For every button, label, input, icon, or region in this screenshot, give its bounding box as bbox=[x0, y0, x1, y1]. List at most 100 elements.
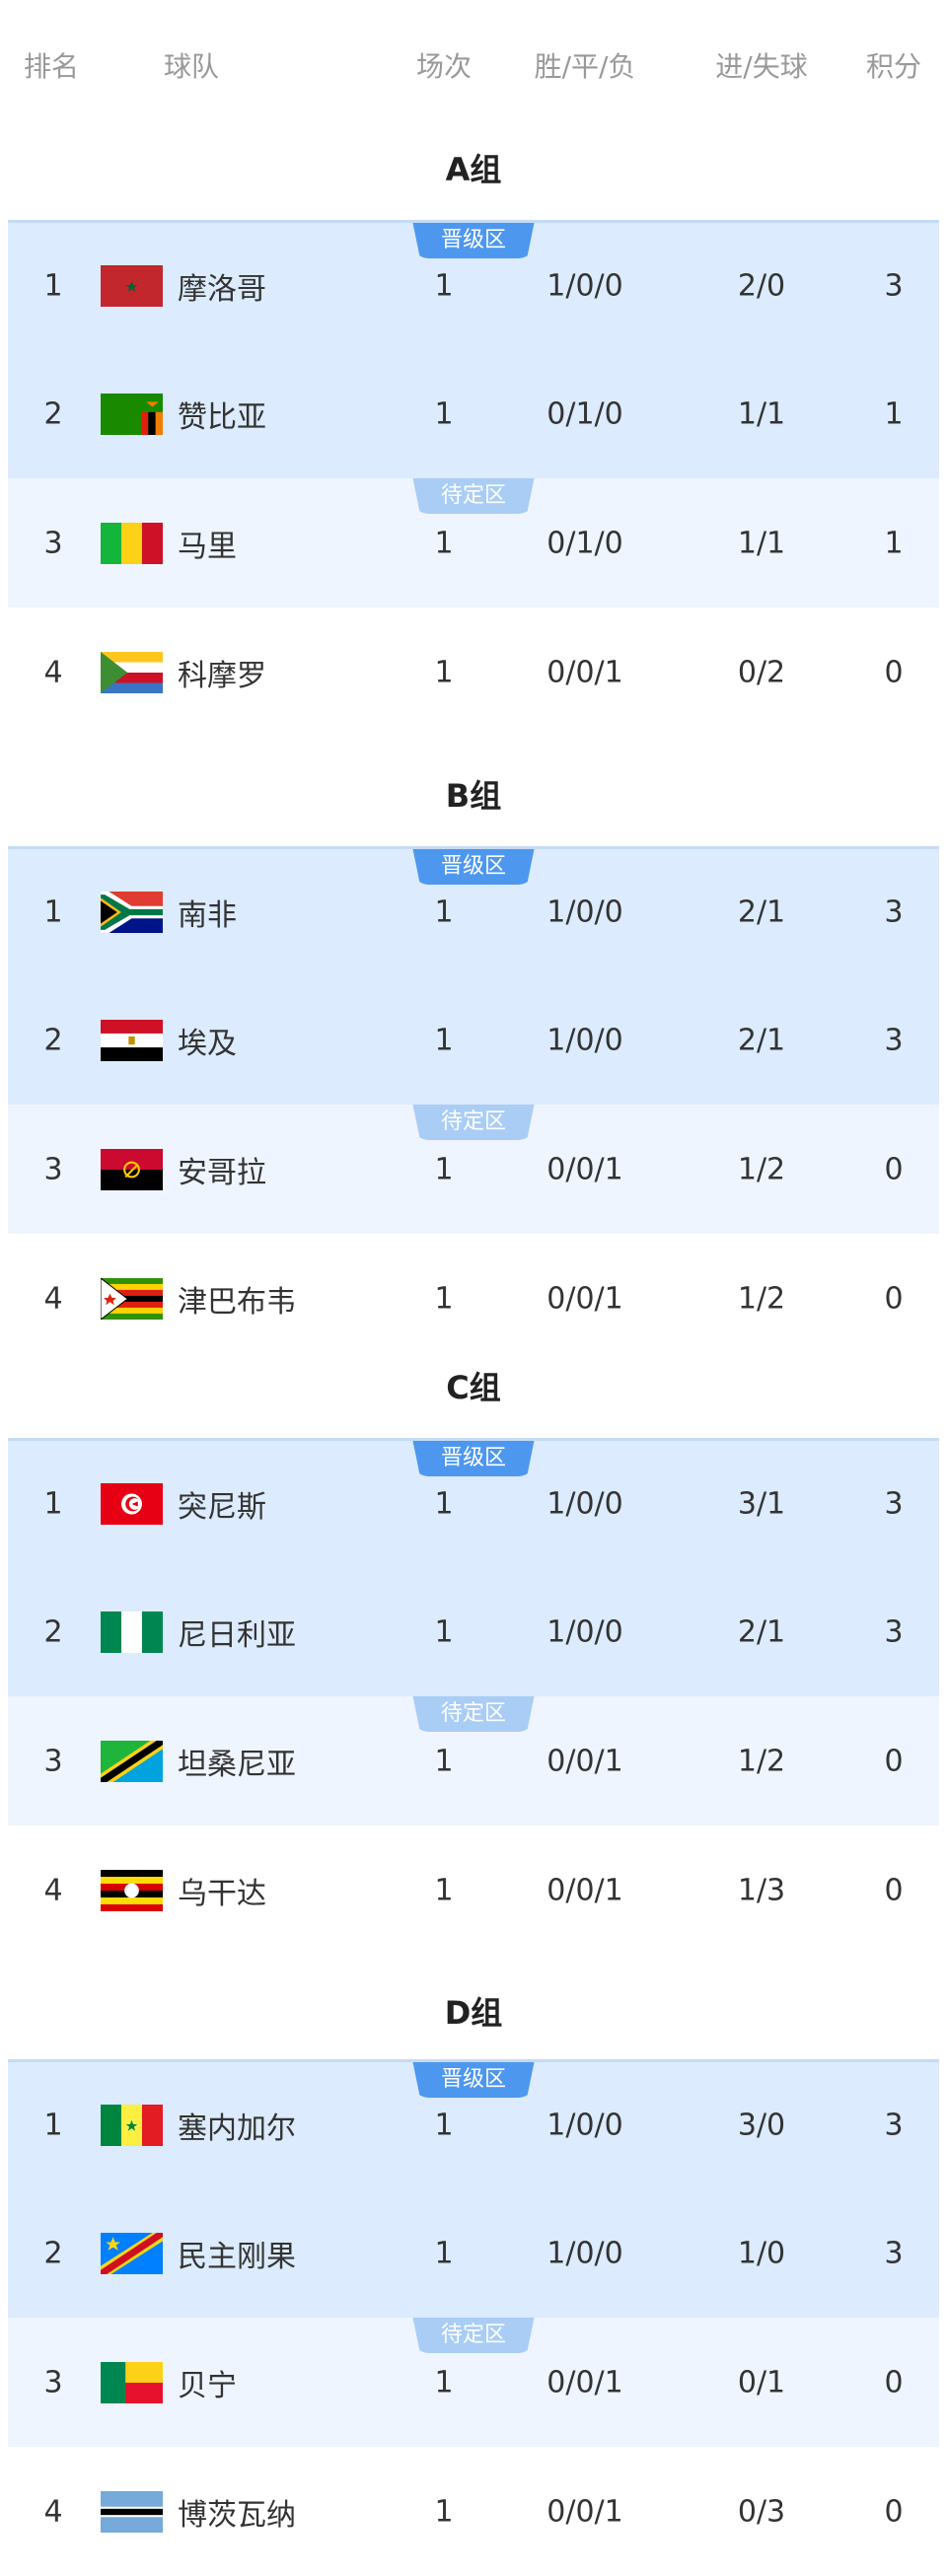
team-name[interactable]: 马里 bbox=[178, 529, 237, 564]
table-row[interactable]: 2 赞比亚 1 0/1/0 1/1 1 bbox=[8, 349, 939, 478]
played: 1 bbox=[434, 268, 454, 304]
group-table: 晋级区 1 塞内加尔 1 1/0/0 3/0 3 2 民主刚果 1 1/0/0 1/0 3 待定区 3 贝宁 1… bbox=[8, 2059, 939, 2576]
goals: 1/1 bbox=[737, 526, 786, 560]
benin-flag-icon bbox=[101, 2361, 163, 2403]
points: 1 bbox=[884, 526, 904, 560]
goals: 1/2 bbox=[737, 1152, 786, 1186]
table-row[interactable]: 4 乌干达 1 0/0/1 1/3 0 bbox=[8, 1825, 939, 1955]
table-row[interactable]: 4 科摩罗 1 0/0/1 0/2 0 bbox=[8, 608, 939, 737]
goals: 1/2 bbox=[737, 1281, 786, 1316]
points: 0 bbox=[884, 1873, 904, 1907]
wdl: 1/0/0 bbox=[546, 1486, 623, 1522]
table-row[interactable]: 晋级区 1 摩洛哥 1 1/0/0 2/0 3 bbox=[8, 220, 939, 349]
table-row[interactable]: 晋级区 1 塞内加尔 1 1/0/0 3/0 3 bbox=[8, 2059, 939, 2188]
team-name[interactable]: 贝宁 bbox=[178, 2368, 237, 2403]
played: 1 bbox=[434, 526, 454, 560]
group-table: 晋级区 1 摩洛哥 1 1/0/0 2/0 3 2 赞比亚 1 0/1/0 1/1 1 待定区 3 马里 1 0/… bbox=[8, 220, 939, 737]
goals: 1/1 bbox=[737, 396, 786, 431]
wdl: 0/0/1 bbox=[546, 1873, 623, 1907]
goals: 2/0 bbox=[737, 268, 786, 304]
angola-flag-icon bbox=[101, 1148, 163, 1190]
team-name[interactable]: 赞比亚 bbox=[178, 399, 266, 435]
played: 1 bbox=[434, 1152, 454, 1186]
tanzania-flag-icon bbox=[101, 1740, 163, 1782]
table-row[interactable]: 待定区 3 马里 1 0/1/0 1/1 1 bbox=[8, 478, 939, 608]
advance-zone-badge: 晋级区 bbox=[412, 223, 535, 258]
group-title: A组 bbox=[445, 151, 502, 188]
wdl: 0/1/0 bbox=[546, 396, 623, 431]
team-name[interactable]: 摩洛哥 bbox=[178, 272, 266, 307]
table-row[interactable]: 待定区 3 贝宁 1 0/0/1 0/1 0 bbox=[8, 2318, 939, 2447]
played: 1 bbox=[434, 396, 454, 431]
rank: 1 bbox=[43, 894, 63, 930]
team-name[interactable]: 埃及 bbox=[178, 1026, 237, 1061]
wdl: 1/0/0 bbox=[546, 894, 623, 930]
team-name[interactable]: 南非 bbox=[178, 898, 237, 933]
rank: 2 bbox=[43, 396, 63, 431]
table-row[interactable]: 4 博茨瓦纳 1 0/0/1 0/3 0 bbox=[8, 2447, 939, 2576]
table-row[interactable]: 待定区 3 安哥拉 1 0/0/1 1/2 0 bbox=[8, 1105, 939, 1234]
team-name[interactable]: 安哥拉 bbox=[178, 1155, 266, 1190]
table-row[interactable]: 2 埃及 1 1/0/0 2/1 3 bbox=[8, 975, 939, 1105]
rank: 2 bbox=[43, 1023, 63, 1057]
goals: 3/1 bbox=[737, 1486, 786, 1522]
team-name[interactable]: 坦桑尼亚 bbox=[178, 1747, 296, 1782]
points: 3 bbox=[884, 2108, 904, 2143]
team-name[interactable]: 津巴布韦 bbox=[178, 1284, 296, 1320]
wdl: 0/0/1 bbox=[546, 655, 623, 689]
table-row[interactable]: 2 民主刚果 1 1/0/0 1/0 3 bbox=[8, 2188, 939, 2318]
south-africa-flag-icon bbox=[101, 892, 163, 933]
wdl: 0/0/1 bbox=[546, 2494, 623, 2529]
rank: 3 bbox=[43, 1152, 63, 1186]
goals: 3/0 bbox=[737, 2108, 786, 2143]
played: 1 bbox=[434, 894, 454, 930]
wdl: 0/0/1 bbox=[546, 2365, 623, 2399]
rank: 1 bbox=[43, 1486, 63, 1522]
points: 3 bbox=[884, 2236, 904, 2270]
header-rank: 排名 bbox=[24, 50, 80, 83]
points: 0 bbox=[884, 2365, 904, 2399]
team-name[interactable]: 塞内加尔 bbox=[178, 2111, 296, 2146]
egypt-flag-icon bbox=[101, 1019, 163, 1061]
wdl: 1/0/0 bbox=[546, 2108, 623, 2143]
pending-zone-badge: 待定区 bbox=[412, 478, 535, 514]
header-team: 球队 bbox=[164, 50, 220, 83]
played: 1 bbox=[434, 1023, 454, 1057]
mali-flag-icon bbox=[101, 522, 163, 564]
goals: 2/1 bbox=[737, 1023, 786, 1057]
rank: 1 bbox=[43, 2108, 63, 2143]
table-row[interactable]: 晋级区 1 突尼斯 1 1/0/0 3/1 3 bbox=[8, 1438, 939, 1567]
nigeria-flag-icon bbox=[101, 1610, 163, 1653]
played: 1 bbox=[434, 2365, 454, 2399]
team-name[interactable]: 乌干达 bbox=[178, 1876, 266, 1911]
rank: 4 bbox=[43, 655, 63, 689]
goals: 1/0 bbox=[737, 2236, 786, 2270]
team-name[interactable]: 科摩罗 bbox=[178, 658, 266, 693]
table-row[interactable]: 晋级区 1 南非 1 1/0/0 2/1 3 bbox=[8, 846, 939, 975]
played: 1 bbox=[434, 655, 454, 689]
header-wdl: 胜/平/负 bbox=[534, 50, 636, 83]
table-row[interactable]: 待定区 3 坦桑尼亚 1 0/0/1 1/2 0 bbox=[8, 1696, 939, 1825]
rank: 4 bbox=[43, 1281, 63, 1316]
played: 1 bbox=[434, 1614, 454, 1649]
table-row[interactable]: 2 尼日利亚 1 1/0/0 2/1 3 bbox=[8, 1567, 939, 1696]
advance-zone-badge: 晋级区 bbox=[412, 1441, 535, 1476]
rank: 4 bbox=[43, 1873, 63, 1907]
advance-zone-badge: 晋级区 bbox=[412, 849, 535, 885]
team-name[interactable]: 民主刚果 bbox=[178, 2239, 296, 2274]
botswana-flag-icon bbox=[101, 2490, 163, 2533]
group-title: D组 bbox=[444, 1994, 503, 2032]
played: 1 bbox=[434, 1873, 454, 1907]
goals: 0/2 bbox=[737, 655, 786, 689]
group-table: 晋级区 1 突尼斯 1 1/0/0 3/1 3 2 尼日利亚 1 1/0/0 2/1 3 待定区 3 坦桑尼亚… bbox=[8, 1438, 939, 1955]
wdl: 1/0/0 bbox=[546, 2236, 623, 2270]
group-table: 晋级区 1 南非 1 1/0/0 2/1 3 2 埃及 1 1/0/0 2/1 3 待定区 3 安哥拉 1 0/0… bbox=[8, 846, 939, 1363]
wdl: 0/0/1 bbox=[546, 1281, 623, 1316]
table-row[interactable]: 4 津巴布韦 1 0/0/1 1/2 0 bbox=[8, 1234, 939, 1363]
rank: 2 bbox=[43, 1614, 63, 1649]
team-name[interactable]: 突尼斯 bbox=[178, 1490, 266, 1525]
team-name[interactable]: 博茨瓦纳 bbox=[178, 2497, 296, 2533]
header-points: 积分 bbox=[865, 50, 922, 83]
rank: 2 bbox=[43, 2236, 63, 2270]
team-name[interactable]: 尼日利亚 bbox=[178, 1617, 296, 1653]
